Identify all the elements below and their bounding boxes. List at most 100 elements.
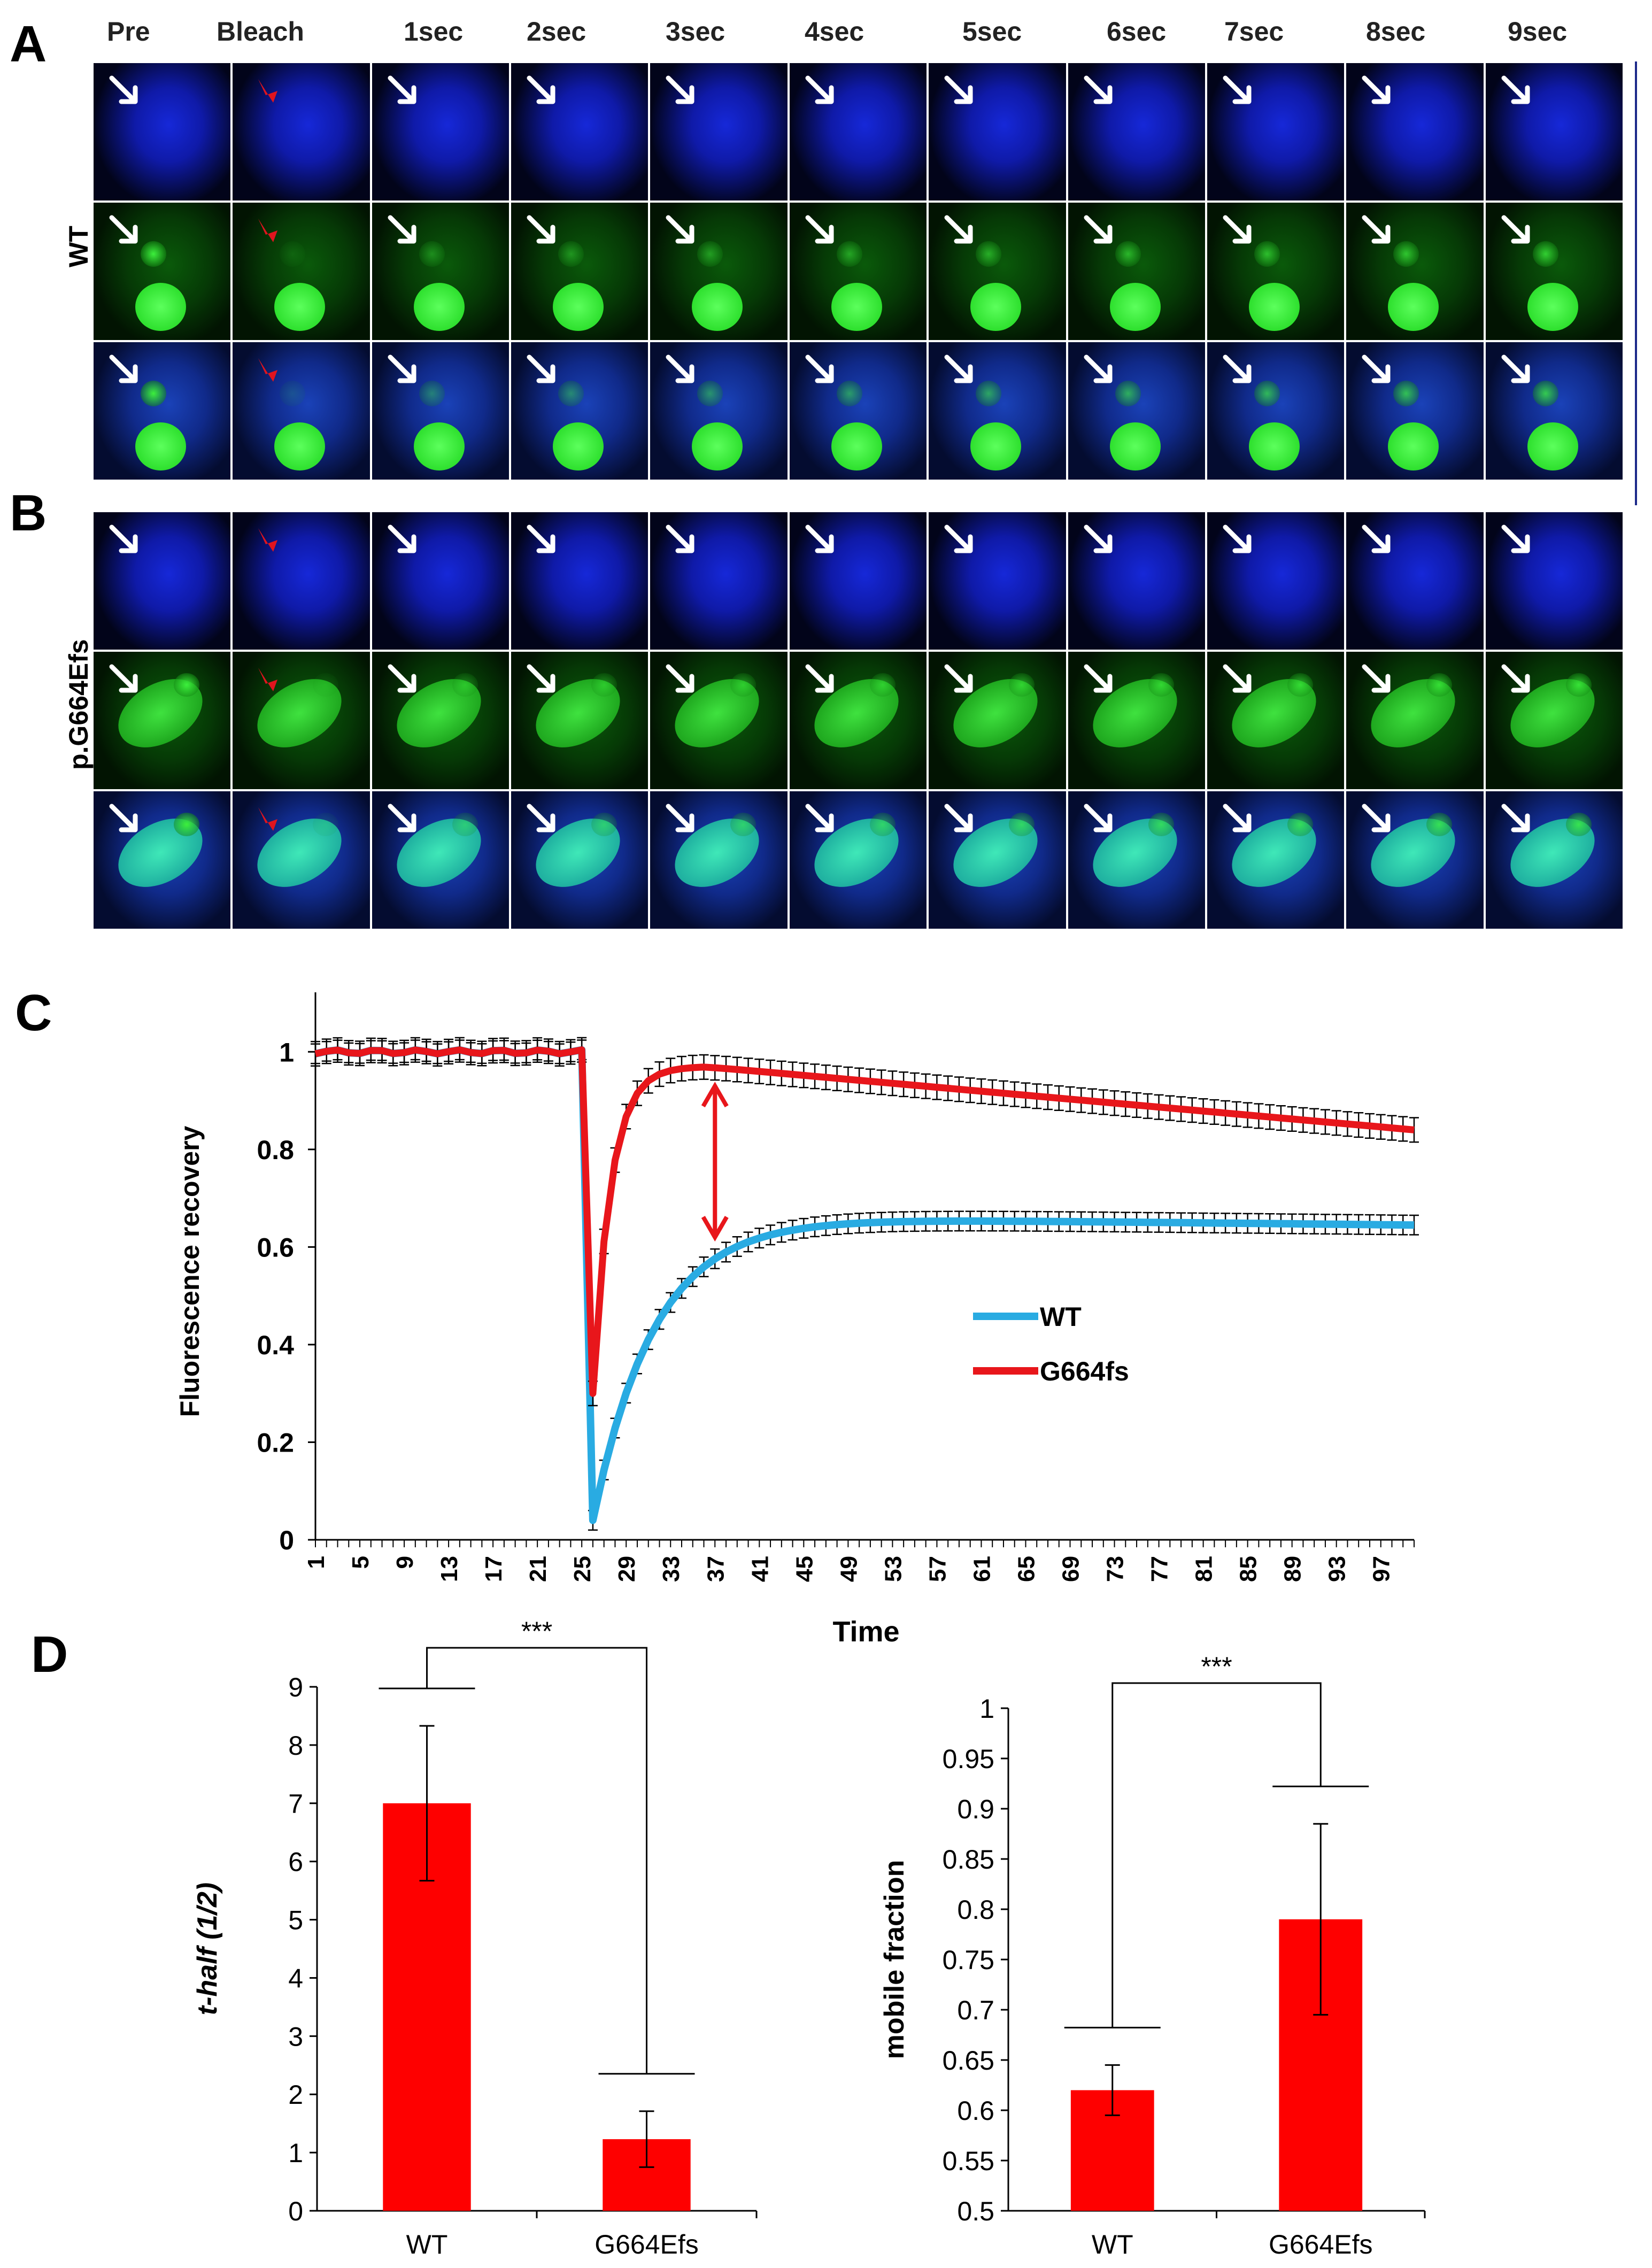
bleach-spot xyxy=(1565,673,1592,697)
x-tick-label: 97 xyxy=(1369,1556,1395,1582)
series-g664fs xyxy=(311,1037,1419,1407)
bleach-spot xyxy=(1254,241,1280,267)
microscopy-cell xyxy=(372,342,510,480)
bleach-spot xyxy=(697,381,723,406)
position-arrow-icon xyxy=(944,75,973,104)
panel-label-b: B xyxy=(10,484,47,542)
bleach-spot xyxy=(836,241,862,267)
position-arrow-icon xyxy=(1223,664,1252,693)
microscopy-cell xyxy=(650,652,788,789)
microscopy-cell xyxy=(511,203,649,340)
position-arrow-icon xyxy=(805,524,834,553)
position-arrow-icon xyxy=(527,664,555,693)
microscopy-cell xyxy=(789,512,927,650)
position-arrow-icon xyxy=(1223,524,1252,553)
y-tick-label: 0 xyxy=(288,2196,303,2226)
timepoint-header: 7sec xyxy=(1224,17,1284,47)
position-arrow-icon xyxy=(666,75,694,104)
microscopy-cell xyxy=(929,512,1066,650)
microscopy-cell xyxy=(1068,512,1205,650)
position-arrow-icon xyxy=(1084,524,1113,553)
position-arrow-icon xyxy=(1223,804,1252,832)
bleach-spot xyxy=(313,673,339,697)
microscopy-cell xyxy=(1346,342,1484,480)
microscopy-cell xyxy=(1068,652,1205,789)
x-tick-label: 53 xyxy=(880,1556,906,1582)
fluorescent-body xyxy=(274,283,326,331)
microscopy-cell xyxy=(94,63,231,200)
position-arrow-icon xyxy=(666,524,694,553)
fluorescent-body xyxy=(1388,422,1439,470)
timepoint-header: 5sec xyxy=(962,17,1022,47)
y-tick-label: 5 xyxy=(288,1906,303,1935)
series-line xyxy=(314,1046,1415,1397)
bleach-spot xyxy=(976,241,1002,267)
x-tick-label: 41 xyxy=(747,1556,773,1582)
fluorescent-body xyxy=(274,422,326,470)
bleach-spot xyxy=(591,673,617,697)
position-arrow-icon xyxy=(1501,524,1530,553)
position-arrow-icon xyxy=(109,354,138,383)
legend-label: G664fs xyxy=(1040,1356,1129,1386)
microscopy-cell xyxy=(650,342,788,480)
fluorescent-body xyxy=(831,283,882,331)
y-tick-label: 1 xyxy=(279,1037,294,1067)
y-tick-label: 2 xyxy=(288,2080,303,2110)
microscopy-cell xyxy=(94,791,231,929)
bleach-spot xyxy=(452,673,478,697)
bleach-arrow-icon xyxy=(258,668,278,691)
microscopy-cell xyxy=(511,342,649,480)
bleach-spot xyxy=(174,673,199,697)
bleach-spot xyxy=(1009,813,1035,836)
microscopy-cell xyxy=(511,652,649,789)
microscopy-cell xyxy=(1485,791,1623,929)
microscopy-cell xyxy=(1068,203,1205,340)
x-tick-label: 29 xyxy=(614,1556,640,1582)
x-tick-label: 1 xyxy=(303,1556,329,1569)
bleach-spot xyxy=(1565,813,1592,836)
x-tick-label: 61 xyxy=(969,1556,995,1582)
microscopy-cell xyxy=(372,791,510,929)
position-arrow-icon xyxy=(109,664,138,693)
category-label: WT xyxy=(406,2230,448,2259)
x-tick-label: 13 xyxy=(436,1556,462,1582)
microscopy-cell xyxy=(650,203,788,340)
y-tick-label: 0.8 xyxy=(957,1895,994,1925)
position-arrow-icon xyxy=(527,804,555,832)
position-arrow-icon xyxy=(527,75,555,104)
y-tick-label: 0.6 xyxy=(257,1232,294,1262)
arrow-head-icon xyxy=(701,1216,729,1242)
bleach-spot xyxy=(1426,813,1453,836)
timepoint-header: Pre xyxy=(107,17,150,47)
bleach-spot xyxy=(836,381,862,406)
bleach-spot xyxy=(1426,673,1453,697)
position-arrow-icon xyxy=(805,664,834,693)
microscopy-cell xyxy=(1207,203,1345,340)
y-tick-label: 6 xyxy=(288,1847,303,1877)
position-arrow-icon xyxy=(1084,354,1113,383)
microscopy-cell xyxy=(372,203,510,340)
x-tick-label: 33 xyxy=(658,1556,684,1582)
timepoint-header: 4sec xyxy=(805,17,864,47)
position-arrow-icon xyxy=(1362,75,1391,104)
y-tick-label: 0 xyxy=(279,1525,294,1555)
timepoint-header: 9sec xyxy=(1508,17,1568,47)
fluorescent-body xyxy=(1527,422,1578,470)
y-tick-label: 7 xyxy=(288,1789,303,1819)
microscopy-cell xyxy=(1485,203,1623,340)
microscopy-cell xyxy=(929,342,1066,480)
position-arrow-icon xyxy=(109,215,138,244)
x-tick-label: 77 xyxy=(1147,1556,1173,1582)
significance-label: *** xyxy=(521,1616,552,1646)
y-tick-label: 8 xyxy=(288,1731,303,1761)
y-tick-label: 0.75 xyxy=(943,1945,994,1975)
position-arrow-icon xyxy=(388,215,416,244)
microscopy-cell xyxy=(789,203,927,340)
microscopy-cell xyxy=(789,342,927,480)
x-tick-label: 9 xyxy=(392,1556,418,1569)
microscopy-cell xyxy=(1485,63,1623,200)
position-arrow-icon xyxy=(1223,354,1252,383)
microscopy-cell xyxy=(511,512,649,650)
position-arrow-icon xyxy=(1362,664,1391,693)
